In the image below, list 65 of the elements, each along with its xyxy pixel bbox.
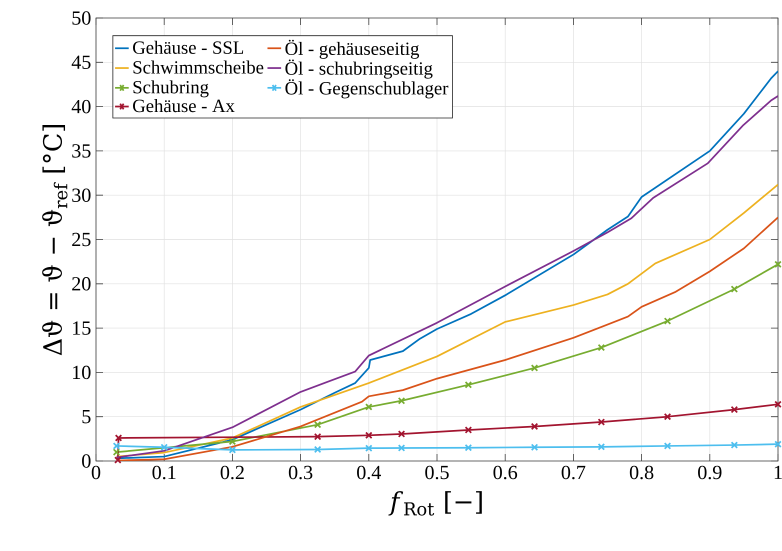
point bbox=[464, 444, 472, 452]
point bbox=[664, 442, 672, 450]
y-tick-label: 5 bbox=[82, 410, 91, 424]
point bbox=[398, 397, 406, 404]
y-axis-title: Δϑ = ϑ − ϑ$_{ref}$ [°C] bbox=[42, 125, 68, 356]
point bbox=[664, 413, 672, 420]
x-tick-label: 0.6 bbox=[493, 466, 518, 480]
point bbox=[314, 420, 322, 428]
point bbox=[774, 260, 782, 268]
point bbox=[598, 443, 606, 451]
point bbox=[598, 418, 606, 426]
y-tick-label: 45 bbox=[72, 56, 91, 69]
y-tick-label: 10 bbox=[73, 366, 91, 380]
point bbox=[774, 400, 782, 408]
point bbox=[774, 440, 782, 448]
y-tick-label: 50 bbox=[72, 11, 91, 25]
x-tick-label: 0.5 bbox=[425, 466, 449, 480]
x-tick-label: 0.9 bbox=[698, 466, 722, 480]
point bbox=[160, 444, 168, 451]
legend-label: Öl - gehäuseseitig bbox=[285, 40, 420, 59]
point bbox=[112, 442, 120, 450]
point bbox=[228, 446, 236, 454]
point bbox=[114, 434, 122, 442]
legend-label: Schwimmscheibe bbox=[134, 60, 264, 74]
point bbox=[314, 432, 322, 440]
x-tick-label: 1 bbox=[774, 466, 782, 479]
point bbox=[598, 344, 606, 352]
point bbox=[730, 285, 738, 293]
legend-label: Schubring bbox=[134, 80, 209, 98]
point bbox=[114, 456, 122, 464]
point bbox=[530, 364, 538, 372]
x-tick-label: 0.2 bbox=[220, 466, 244, 480]
point bbox=[464, 381, 472, 388]
x-tick-label: 0.4 bbox=[357, 466, 381, 480]
point bbox=[530, 444, 538, 451]
point bbox=[664, 317, 672, 325]
legend-label: Öl - Gegenschublager bbox=[285, 79, 448, 98]
y-tick-label: 30 bbox=[72, 188, 91, 202]
x-tick-label: 0.7 bbox=[562, 466, 586, 480]
point bbox=[112, 448, 120, 456]
legend-label: Gehäuse - SSL bbox=[133, 40, 244, 54]
point bbox=[365, 432, 373, 440]
x-tick-label: 0.8 bbox=[630, 466, 654, 480]
point bbox=[398, 430, 406, 438]
y-tick-label: 25 bbox=[72, 232, 91, 246]
legend-label: Gehäuse - Ax bbox=[133, 99, 235, 112]
y-tick-label: 15 bbox=[73, 321, 91, 335]
y-tick-label: 0 bbox=[82, 454, 91, 468]
x-tick-label: 0.1 bbox=[152, 466, 176, 480]
point bbox=[365, 403, 373, 411]
x-tick-label: 0 bbox=[92, 466, 100, 480]
x-tick-label: 0.3 bbox=[288, 466, 312, 480]
point bbox=[464, 426, 472, 434]
point bbox=[365, 444, 373, 452]
point bbox=[730, 406, 738, 414]
point bbox=[398, 444, 406, 452]
x-axis-title: f$_{Rot}$ [−] bbox=[388, 491, 482, 516]
y-tick-label: 40 bbox=[72, 100, 91, 114]
point bbox=[730, 441, 738, 449]
y-tick-label: 20 bbox=[72, 277, 91, 291]
y-tick-label: 35 bbox=[72, 144, 91, 158]
legend-label: Öl - schubringseitig bbox=[285, 59, 433, 79]
point bbox=[228, 438, 236, 446]
point bbox=[530, 422, 538, 430]
point bbox=[314, 446, 322, 454]
